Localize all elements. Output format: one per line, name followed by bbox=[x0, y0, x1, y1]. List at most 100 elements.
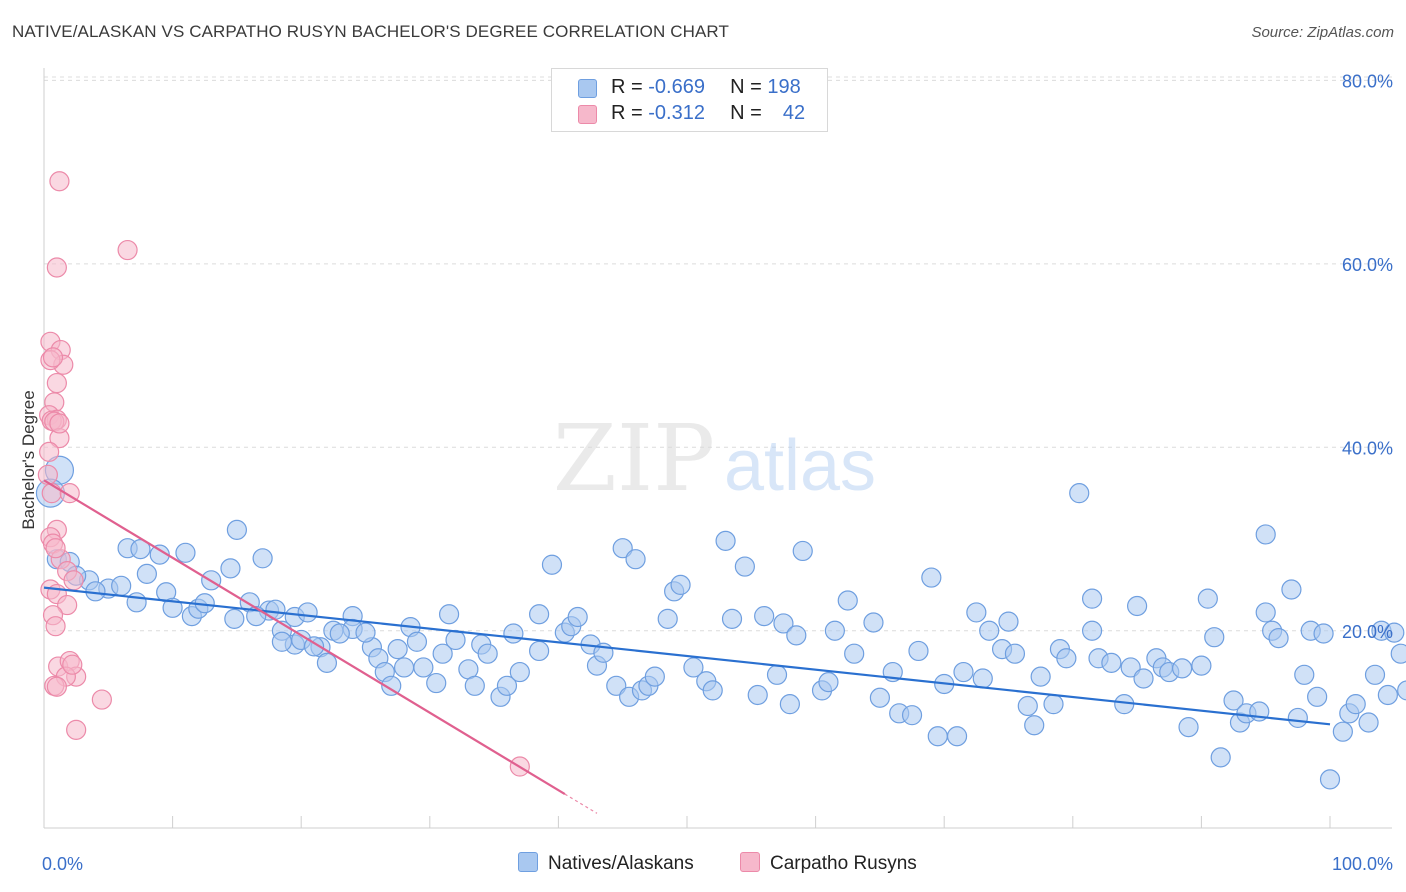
natives-point bbox=[271, 631, 293, 652]
natives-point bbox=[1172, 658, 1193, 679]
natives-point bbox=[773, 613, 794, 634]
rusyns-point bbox=[46, 257, 67, 278]
trend-lines bbox=[43, 479, 1331, 814]
series-natives-alaskans bbox=[35, 455, 1406, 790]
series-carpatho-rusyns bbox=[37, 171, 530, 777]
natives-point bbox=[786, 625, 807, 646]
legend-swatch-pink bbox=[578, 105, 597, 124]
natives-point bbox=[972, 668, 993, 689]
natives-point bbox=[754, 605, 775, 627]
natives-point bbox=[747, 684, 768, 706]
natives-point bbox=[683, 657, 704, 678]
x-tick-label-right: 100.0% bbox=[1332, 854, 1393, 874]
natives-point bbox=[953, 661, 974, 683]
natives-point bbox=[702, 680, 723, 701]
trend-line-rusyns-extension bbox=[564, 793, 598, 814]
y-axis-label: Bachelor's Degree bbox=[19, 390, 38, 529]
rusyns-point bbox=[46, 372, 67, 394]
y-tick-labels: 20.0% 40.0% 60.0% 80.0% bbox=[1342, 71, 1393, 641]
legend-n-label: N = bbox=[730, 76, 762, 98]
natives-point bbox=[1358, 712, 1379, 733]
natives-point bbox=[966, 602, 987, 623]
natives-point bbox=[1294, 664, 1315, 685]
trend-line-rusyns bbox=[43, 479, 566, 795]
natives-point bbox=[438, 604, 460, 625]
bottom-legend-rusyns: Carpatho Rusyns bbox=[740, 852, 917, 875]
natives-point bbox=[1313, 623, 1334, 644]
natives-point bbox=[1069, 483, 1090, 504]
natives-point bbox=[946, 726, 968, 747]
legend-swatch-blue bbox=[578, 79, 597, 98]
y-tick-label: 40.0% bbox=[1342, 438, 1393, 458]
natives-point bbox=[1307, 686, 1328, 707]
bottom-legend-swatch-pink bbox=[740, 852, 760, 872]
watermark-atlas: atlas bbox=[724, 426, 876, 506]
natives-point bbox=[509, 661, 530, 683]
natives-point bbox=[606, 675, 627, 696]
natives-point bbox=[445, 629, 466, 651]
legend-n-value: 42 bbox=[782, 102, 806, 124]
natives-point bbox=[766, 664, 788, 685]
natives-point bbox=[901, 705, 923, 726]
natives-point bbox=[734, 556, 755, 577]
rusyns-point bbox=[41, 483, 62, 504]
watermark-zip: ZIP bbox=[553, 405, 715, 512]
natives-point bbox=[1056, 648, 1077, 669]
natives-point bbox=[1024, 715, 1045, 736]
natives-point bbox=[1319, 769, 1341, 790]
natives-point bbox=[1377, 684, 1398, 706]
natives-point bbox=[1364, 664, 1386, 685]
rusyns-point bbox=[46, 676, 67, 697]
legend-r-value: -0.669 bbox=[648, 76, 705, 98]
natives-point bbox=[175, 542, 196, 563]
natives-point bbox=[387, 639, 408, 660]
rusyns-point bbox=[39, 441, 60, 462]
legend-n-value: 198 bbox=[767, 76, 801, 98]
natives-point bbox=[406, 631, 428, 652]
y-tick-label: 20.0% bbox=[1342, 622, 1393, 642]
natives-point bbox=[297, 602, 318, 623]
natives-point bbox=[252, 548, 273, 569]
natives-point bbox=[1384, 622, 1405, 643]
legend-r-label: R = bbox=[611, 76, 643, 98]
natives-point bbox=[779, 694, 800, 715]
natives-point bbox=[464, 675, 485, 696]
natives-point bbox=[316, 652, 338, 673]
natives-point bbox=[921, 567, 942, 588]
rusyns-point bbox=[42, 347, 64, 368]
natives-point bbox=[393, 657, 415, 678]
y-tick-label: 60.0% bbox=[1342, 255, 1393, 275]
rusyns-point bbox=[57, 594, 78, 616]
bottom-legend-label: Natives/Alaskans bbox=[548, 853, 694, 874]
natives-point bbox=[715, 530, 736, 551]
natives-point bbox=[126, 592, 147, 613]
natives-point bbox=[111, 575, 132, 596]
rusyns-point bbox=[91, 689, 112, 710]
rusyns-point bbox=[45, 538, 66, 559]
legend-n-label: N = bbox=[730, 102, 762, 124]
x-tick-label-left: 0.0% bbox=[42, 854, 83, 874]
source-label: Source: ZipAtlas.com bbox=[1251, 24, 1394, 41]
grid-lines bbox=[44, 76, 1392, 632]
natives-point bbox=[329, 623, 350, 644]
natives-point bbox=[432, 643, 453, 664]
natives-point bbox=[824, 620, 845, 641]
natives-point bbox=[1332, 721, 1353, 742]
natives-point bbox=[529, 640, 550, 662]
natives-point bbox=[844, 643, 865, 664]
natives-point bbox=[1397, 680, 1406, 701]
natives-point bbox=[1281, 579, 1302, 600]
natives-point bbox=[863, 612, 884, 633]
natives-point bbox=[303, 636, 325, 657]
natives-point bbox=[1390, 643, 1406, 664]
natives-point bbox=[226, 519, 247, 540]
bottom-legend-label: Carpatho Rusyns bbox=[770, 853, 917, 874]
axes bbox=[43, 68, 1392, 829]
legend-r-label: R = bbox=[611, 102, 643, 124]
natives-point bbox=[721, 608, 743, 629]
natives-point bbox=[1043, 694, 1064, 715]
natives-point bbox=[1017, 695, 1038, 717]
bottom-legend-swatch-blue bbox=[518, 852, 538, 872]
natives-point bbox=[413, 657, 434, 678]
natives-point bbox=[381, 675, 402, 696]
